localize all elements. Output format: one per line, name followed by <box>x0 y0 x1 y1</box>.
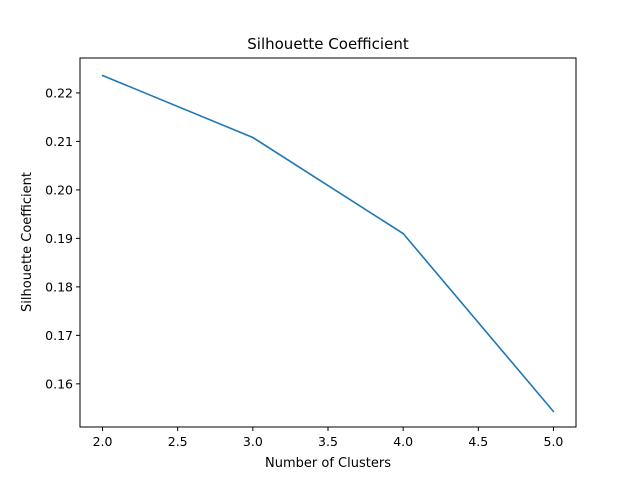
y-tick-label: 0.19 <box>45 231 73 246</box>
x-tick-label: 4.5 <box>468 434 488 449</box>
data-point <box>402 232 404 235</box>
series-line-0 <box>102 74 555 412</box>
data-point <box>101 74 104 77</box>
axis-ticks: 2.0 2.5 3.0 3.5 4.0 4.5 5.0 0.16 0.17 0.18 0.19 0.2… <box>45 85 563 449</box>
x-tick-label: 4.0 <box>393 434 413 449</box>
x-tick-label: 3.0 <box>243 434 263 449</box>
data-point <box>552 410 555 413</box>
data-point <box>252 136 254 139</box>
y-tick-label: 0.20 <box>45 182 73 197</box>
chart-title: Silhouette Coefficient <box>247 35 409 53</box>
axes-frame <box>79 57 577 428</box>
y-tick-label: 0.18 <box>45 279 73 294</box>
x-tick-label: 2.0 <box>93 434 113 449</box>
x-axis-label: Number of Clusters <box>265 456 391 471</box>
y-axis-label: Silhouette Coefficient <box>20 172 35 312</box>
x-tick-label: 5.0 <box>544 434 564 449</box>
plot-area <box>101 74 555 413</box>
y-tick-label: 0.16 <box>45 376 73 391</box>
y-tick-label: 0.17 <box>45 328 73 343</box>
x-tick-label: 3.5 <box>318 434 338 449</box>
y-tick-label: 0.22 <box>45 85 73 100</box>
y-tick-label: 0.21 <box>45 134 73 149</box>
x-tick-label: 2.5 <box>168 434 188 449</box>
